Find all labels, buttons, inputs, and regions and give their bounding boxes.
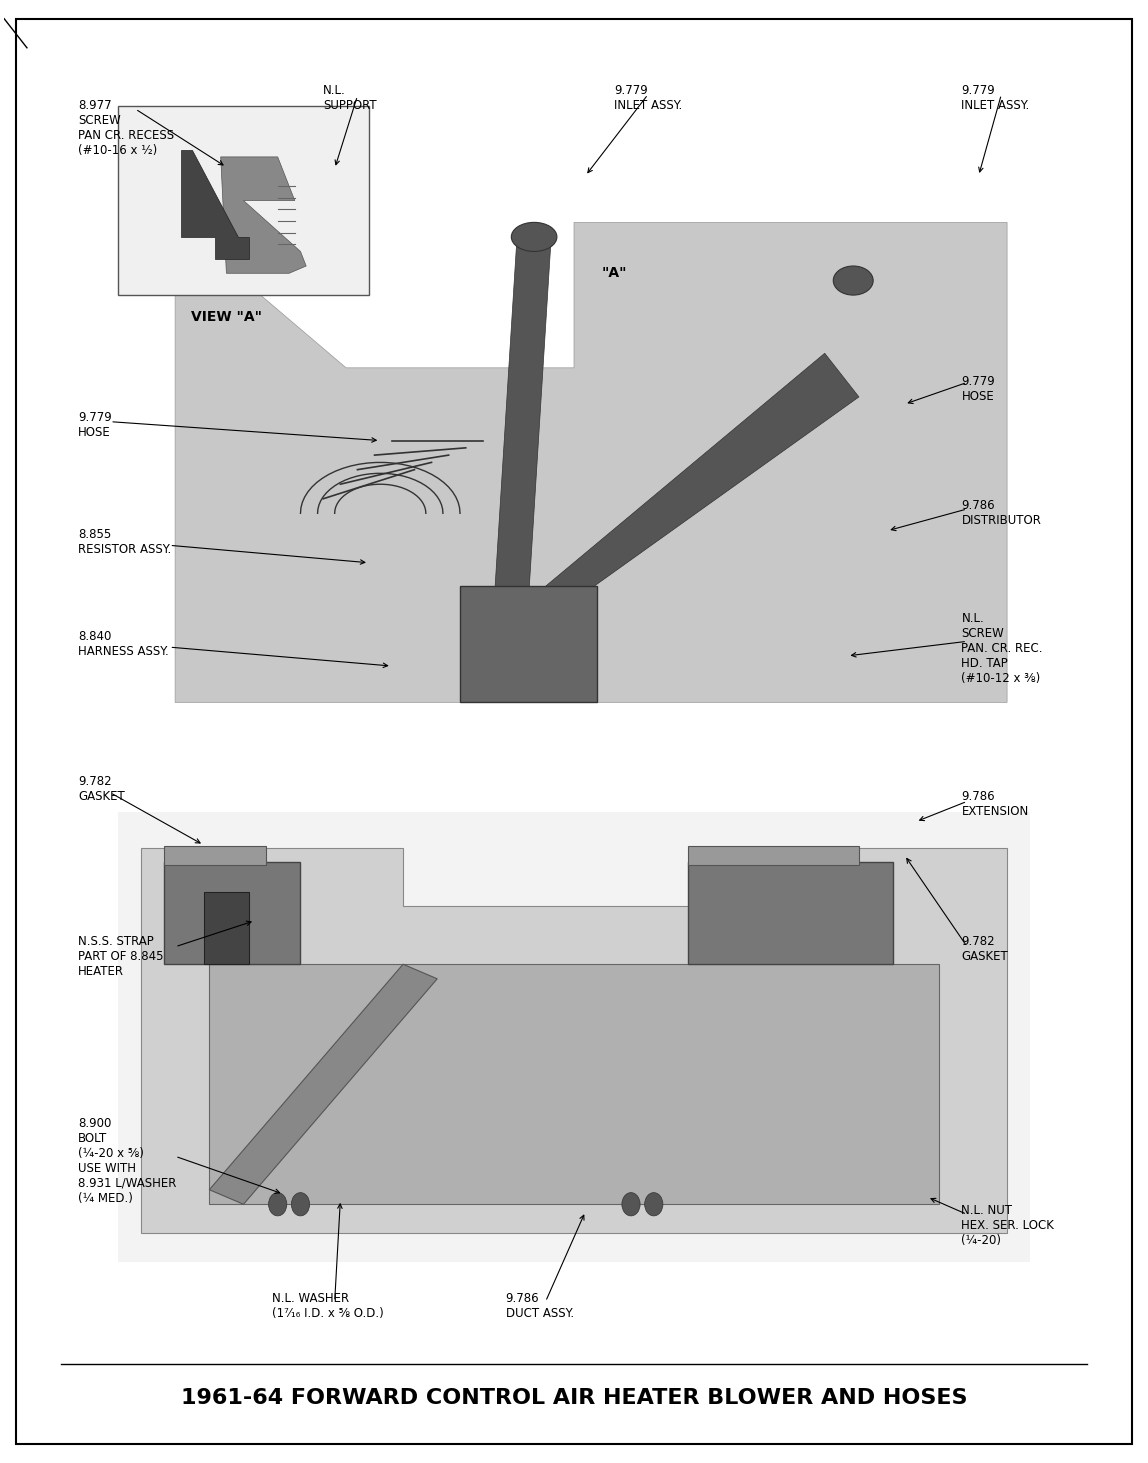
Circle shape xyxy=(645,1192,662,1216)
Text: VIEW "A": VIEW "A" xyxy=(191,310,262,323)
Text: 8.840
HARNESS ASSY.: 8.840 HARNESS ASSY. xyxy=(78,629,169,658)
Circle shape xyxy=(269,1192,287,1216)
Ellipse shape xyxy=(833,266,874,296)
Ellipse shape xyxy=(511,222,557,252)
FancyBboxPatch shape xyxy=(688,862,893,964)
Text: 1961-64 FORWARD CONTROL AIR HEATER BLOWER AND HOSES: 1961-64 FORWARD CONTROL AIR HEATER BLOWE… xyxy=(180,1388,968,1407)
Polygon shape xyxy=(528,353,859,601)
FancyBboxPatch shape xyxy=(118,812,1030,1263)
Text: N.L. NUT
HEX. SER. LOCK
(¼-20): N.L. NUT HEX. SER. LOCK (¼-20) xyxy=(962,1204,1054,1248)
Text: N.S.S. STRAP
PART OF 8.845
HEATER: N.S.S. STRAP PART OF 8.845 HEATER xyxy=(78,935,164,979)
Polygon shape xyxy=(181,149,249,259)
Polygon shape xyxy=(176,222,1007,702)
Text: 9.786
EXTENSION: 9.786 EXTENSION xyxy=(962,790,1029,818)
FancyBboxPatch shape xyxy=(118,105,369,296)
Text: N.L.
SUPPORT: N.L. SUPPORT xyxy=(324,85,377,113)
Text: 9.786
DUCT ASSY.: 9.786 DUCT ASSY. xyxy=(505,1292,574,1320)
Text: 9.786
DISTRIBUTOR: 9.786 DISTRIBUTOR xyxy=(962,499,1041,527)
Text: 9.779
INLET ASSY.: 9.779 INLET ASSY. xyxy=(962,85,1030,113)
Text: 9.779
HOSE: 9.779 HOSE xyxy=(78,411,113,439)
Text: 9.782
GASKET: 9.782 GASKET xyxy=(962,935,1008,963)
Text: 9.782
GASKET: 9.782 GASKET xyxy=(78,775,125,803)
Polygon shape xyxy=(495,237,551,601)
Text: 8.977
SCREW
PAN CR. RECESS
(#10-16 x ½): 8.977 SCREW PAN CR. RECESS (#10-16 x ½) xyxy=(78,98,174,157)
FancyBboxPatch shape xyxy=(203,891,249,964)
Text: 9.779
INLET ASSY.: 9.779 INLET ASSY. xyxy=(614,85,682,113)
Text: N.L. WASHER
(1⁷⁄₁₆ I.D. x ⅝ O.D.): N.L. WASHER (1⁷⁄₁₆ I.D. x ⅝ O.D.) xyxy=(272,1292,383,1320)
FancyBboxPatch shape xyxy=(164,847,266,865)
Text: 9.779
HOSE: 9.779 HOSE xyxy=(962,375,995,404)
FancyBboxPatch shape xyxy=(460,587,597,702)
FancyBboxPatch shape xyxy=(164,862,301,964)
Polygon shape xyxy=(209,964,437,1204)
Text: "A": "A" xyxy=(602,266,627,279)
FancyBboxPatch shape xyxy=(688,847,859,865)
Polygon shape xyxy=(209,964,939,1204)
Text: 8.855
RESISTOR ASSY.: 8.855 RESISTOR ASSY. xyxy=(78,528,171,556)
Circle shape xyxy=(622,1192,641,1216)
Text: 8.900
BOLT
(¼-20 x ⅝)
USE WITH
8.931 L/WASHER
(¼ MED.): 8.900 BOLT (¼-20 x ⅝) USE WITH 8.931 L/W… xyxy=(78,1116,177,1206)
Circle shape xyxy=(292,1192,310,1216)
Polygon shape xyxy=(141,849,1007,1233)
Polygon shape xyxy=(220,157,307,274)
Text: N.L.
SCREW
PAN. CR. REC.
HD. TAP
(#10-12 x ⅜): N.L. SCREW PAN. CR. REC. HD. TAP (#10-12… xyxy=(962,612,1044,685)
